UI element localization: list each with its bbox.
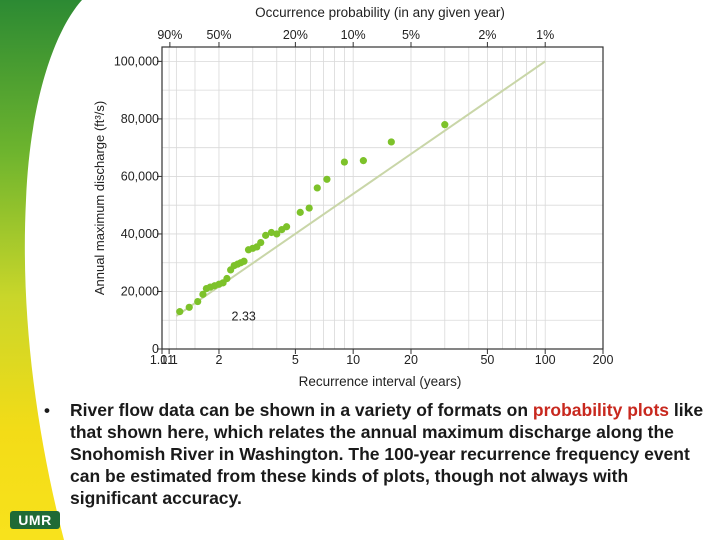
x-tick-label: 10 (346, 353, 360, 367)
data-point (296, 208, 304, 216)
data-point (262, 231, 270, 239)
top-tick-label: 20% (283, 28, 308, 42)
data-point (176, 308, 184, 316)
data-points (176, 121, 449, 316)
data-point (185, 303, 193, 311)
x-tick-label: 2 (215, 353, 222, 367)
y-tick-label: 60,000 (121, 169, 159, 183)
data-point (441, 121, 449, 129)
data-point (194, 297, 202, 306)
top-tick-label: 50% (206, 28, 231, 42)
x-axis-ticks: 1.011.1 2 5 10 20 50 100 200 (150, 349, 614, 367)
y-axis-label: Annual maximum discharge (ft³/s) (92, 101, 107, 295)
data-point (387, 138, 395, 146)
top-tick-label: 2% (478, 28, 496, 42)
axes (161, 46, 604, 350)
data-point (199, 290, 207, 298)
caption-text-end: like that shown here, which relates the … (70, 400, 704, 508)
plot-frame (161, 46, 604, 350)
x-tick-label: 20 (404, 353, 418, 367)
x-tick-label: 100 (535, 353, 556, 367)
probability-plot: 1.011.1 2 5 10 20 50 100 200 0 20,000 40,000 60,00… (92, 5, 614, 389)
caption-text-start: River flow data can be shown in a variet… (70, 400, 533, 420)
slide-caption: River flow data can be shown in a variet… (70, 399, 710, 509)
data-point (282, 223, 291, 231)
y-tick-label: 40,000 (121, 227, 159, 241)
data-point (273, 230, 281, 238)
top-tick-label: 5% (402, 28, 420, 42)
top-tick-label: 1% (536, 28, 554, 42)
x-tick-label: 1.01 (150, 353, 174, 367)
y-tick-label: 100,000 (114, 54, 159, 68)
x-tick-label: 5 (292, 353, 299, 367)
trend-line (175, 60, 546, 317)
data-point (313, 184, 321, 192)
data-point (257, 238, 265, 247)
x-axis-label: Recurrence interval (years) (299, 374, 462, 389)
top-axis-ticks: 90% 50% 20% 10% 5% 2% 1% (157, 28, 554, 47)
caption-highlight-link[interactable]: probability plots (532, 400, 670, 420)
y-axis-ticks: 0 20,000 40,000 60,000 80,000 100,000 (114, 54, 162, 356)
y-tick-label: 0 (152, 342, 159, 356)
data-point (359, 157, 367, 165)
data-point (340, 158, 348, 166)
x-tick-label: 200 (593, 353, 614, 367)
top-tick-label: 10% (341, 28, 366, 42)
data-point (240, 257, 248, 265)
data-point (267, 228, 275, 237)
x-tick-label: 50 (480, 353, 494, 367)
chart-title: Occurrence probability (in any given yea… (255, 5, 505, 20)
data-point (305, 204, 313, 212)
data-point (223, 274, 231, 283)
data-point (323, 175, 331, 183)
y-tick-label: 20,000 (121, 284, 159, 298)
grid (161, 47, 604, 349)
decorative-left-band (0, 0, 82, 540)
x-tick-label: 1.1 (160, 353, 177, 367)
umr-logo: UMR (10, 511, 60, 529)
annotation-label: 2.33 (232, 310, 256, 324)
bullet-marker: • (44, 401, 50, 420)
y-tick-label: 80,000 (121, 112, 159, 126)
top-tick-label: 90% (157, 28, 182, 42)
